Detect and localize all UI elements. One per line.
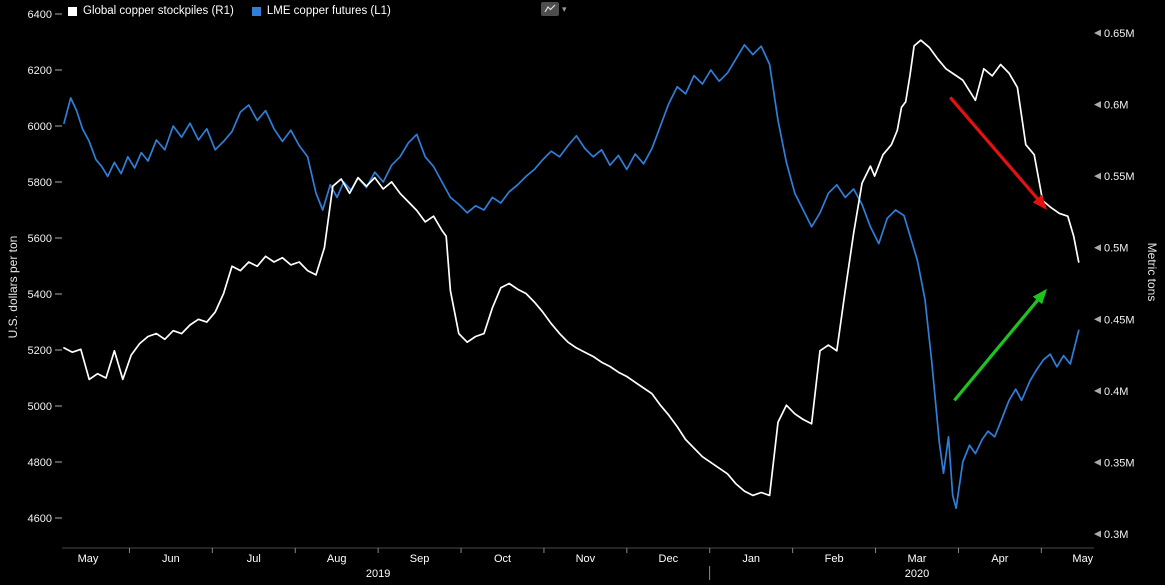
legend-item-global-copper-stockpiles[interactable]: Global copper stockpiles (R1) (68, 5, 234, 17)
legend-label-stockpiles: Global copper stockpiles (R1) (83, 5, 234, 17)
series-line-global-copper-stockpiles[interactable] (63, 39, 1080, 497)
legend: Global copper stockpiles (R1) LME copper… (68, 5, 391, 17)
left-axis-tick-label: 5400 (28, 289, 52, 301)
right-axis-tick-label: 0.35M (1104, 457, 1135, 469)
left-axis-tick-label: 6400 (28, 9, 52, 21)
right-axis-tick (1094, 458, 1101, 466)
x-axis-month-label: Aug (327, 553, 347, 565)
right-axis-tick-label: 0.4M (1104, 386, 1128, 398)
futures-rebound-arrow[interactable] (953, 288, 1048, 402)
left-axis-title: U.S. dollars per ton (6, 235, 20, 339)
left-axis-tick-label: 4600 (28, 513, 52, 525)
left-axis-tick-label: 5800 (28, 177, 52, 189)
chevron-down-icon: ▾ (562, 3, 567, 14)
x-axis-month-label: Jun (162, 553, 180, 565)
right-axis-tick (1094, 315, 1101, 323)
right-axis-tick-label: 0.3M (1104, 529, 1128, 541)
chart-type-button[interactable]: ▾ (541, 2, 567, 16)
left-axis-tick-label: 6000 (28, 121, 52, 133)
x-axis-month-label: Apr (991, 553, 1008, 565)
x-axis-month-label: May (1072, 553, 1093, 565)
left-axis-tick-label: 5000 (28, 401, 52, 413)
right-axis-tick (1094, 172, 1101, 180)
series-line-lme-copper-futures[interactable] (63, 43, 1080, 510)
stockpiles-decline-arrow[interactable] (948, 96, 1048, 210)
right-axis-tick (1094, 101, 1101, 109)
x-axis-month-label: Mar (908, 553, 927, 565)
legend-label-futures: LME copper futures (L1) (266, 5, 391, 17)
right-axis-tick-label: 0.45M (1104, 314, 1135, 326)
right-axis-tick (1094, 387, 1101, 395)
left-axis-tick-label: 5600 (28, 233, 52, 245)
legend-swatch-stockpiles (68, 6, 77, 16)
right-axis-title: Metric tons (1145, 242, 1159, 302)
x-axis-month-label: May (78, 553, 99, 565)
plot-area[interactable] (62, 10, 1094, 548)
left-axis-tick-label: 6200 (28, 65, 52, 77)
right-axis-tick-label: 0.6M (1104, 100, 1128, 112)
right-axis-tick-label: 0.5M (1104, 243, 1128, 255)
right-axis-tick (1094, 530, 1101, 538)
left-axis-tick-label: 5200 (28, 345, 52, 357)
x-axis-year-label: 2020 (905, 568, 929, 580)
x-axis-month-label: Feb (825, 553, 844, 565)
x-axis-month-label: Dec (659, 553, 679, 565)
right-axis-tick (1094, 29, 1101, 37)
legend-swatch-futures (251, 6, 261, 16)
x-axis-month-label: Jan (742, 553, 760, 565)
left-axis-tick-label: 4800 (28, 457, 52, 469)
right-axis-tick-label: 0.55M (1104, 171, 1135, 183)
x-axis-month-label: Sep (410, 553, 430, 565)
right-axis-tick-label: 0.65M (1104, 28, 1135, 40)
right-axis-tick (1094, 244, 1101, 252)
legend-item-lme-copper-futures[interactable]: LME copper futures (L1) (251, 5, 391, 17)
x-axis-month-label: Jul (247, 553, 261, 565)
x-axis-month-label: Nov (576, 553, 596, 565)
x-axis-year-label: 2019 (366, 568, 390, 580)
x-axis-month-label: Oct (494, 553, 511, 565)
line-chart-icon (541, 2, 559, 16)
